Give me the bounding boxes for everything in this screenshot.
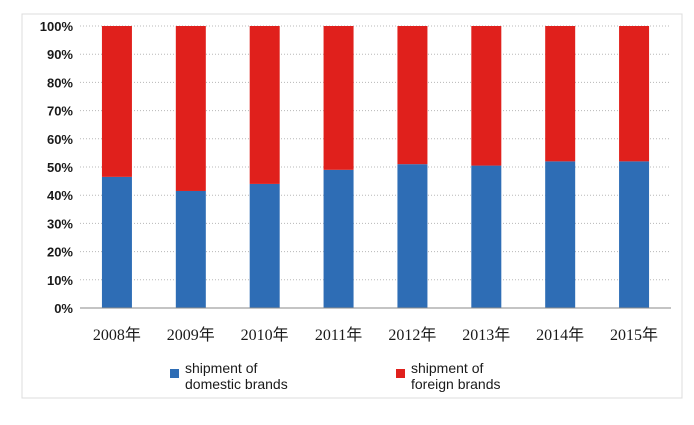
bar-domestic-3 bbox=[323, 169, 354, 308]
legend-label: domestic brands bbox=[185, 376, 288, 392]
bar-foreign-6 bbox=[545, 26, 576, 162]
bar-domestic-6 bbox=[545, 161, 576, 308]
legend-swatch-domestic bbox=[170, 369, 179, 378]
bar-foreign-4 bbox=[397, 26, 428, 165]
y-tick-label: 20% bbox=[47, 245, 73, 260]
bar-domestic-7 bbox=[619, 161, 650, 308]
x-tick-label: 2010年 bbox=[241, 326, 289, 344]
y-tick-label: 0% bbox=[54, 301, 73, 316]
bar-foreign-7 bbox=[619, 26, 650, 162]
bar-domestic-5 bbox=[471, 165, 502, 308]
x-tick-label: 2014年 bbox=[536, 326, 584, 344]
x-tick-label: 2011年 bbox=[315, 326, 362, 344]
x-tick-label: 2012年 bbox=[388, 326, 436, 344]
y-axis-ticks: 0% 10% 20% 30% 40% 50% 60% 70% 80% 90% 100% bbox=[40, 19, 74, 316]
x-tick-label: 2008年 bbox=[93, 326, 141, 344]
x-tick-label: 2015年 bbox=[610, 326, 658, 344]
y-tick-label: 60% bbox=[47, 132, 73, 147]
y-tick-label: 70% bbox=[47, 104, 73, 119]
bar-domestic-4 bbox=[397, 164, 428, 308]
legend-label: foreign brands bbox=[411, 376, 501, 392]
y-tick-label: 40% bbox=[47, 188, 73, 203]
bar-foreign-1 bbox=[175, 26, 206, 191]
bar-foreign-5 bbox=[471, 26, 502, 166]
legend-label: shipment of bbox=[411, 360, 483, 376]
y-tick-label: 90% bbox=[47, 47, 73, 62]
y-tick-label: 50% bbox=[47, 160, 73, 175]
y-tick-label: 10% bbox=[47, 273, 73, 288]
legend-swatch-foreign bbox=[396, 369, 405, 378]
bar-domestic-0 bbox=[101, 176, 132, 308]
x-axis-ticks: 2008年 2009年 2010年 2011年 2012年 2013年 2014年 2015年 bbox=[93, 326, 658, 344]
y-tick-label: 80% bbox=[47, 75, 73, 90]
x-tick-label: 2009年 bbox=[167, 326, 215, 344]
x-tick-label: 2013年 bbox=[462, 326, 510, 344]
bar-foreign-2 bbox=[249, 26, 280, 184]
bar-domestic-2 bbox=[249, 183, 280, 308]
y-tick-label: 100% bbox=[40, 19, 74, 34]
legend-label: shipment of bbox=[185, 360, 257, 376]
bar-foreign-0 bbox=[101, 26, 132, 177]
bars-group bbox=[101, 26, 650, 308]
bar-domestic-1 bbox=[175, 190, 206, 308]
bar-foreign-3 bbox=[323, 26, 354, 170]
y-tick-label: 30% bbox=[47, 216, 73, 231]
